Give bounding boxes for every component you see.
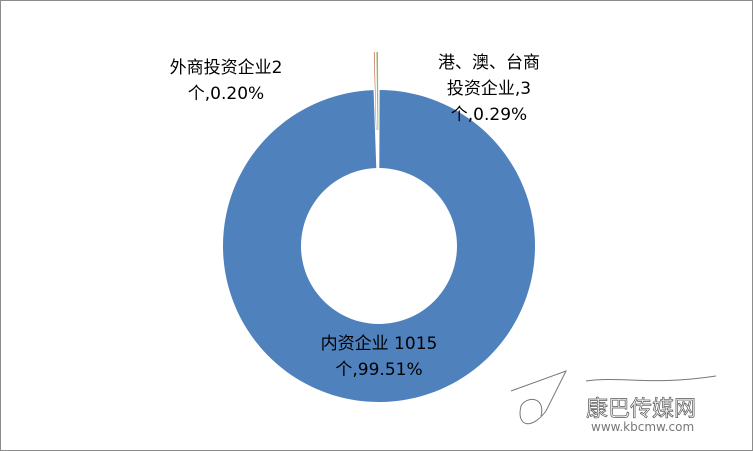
- slice-label-line: 港、澳、台商: [438, 53, 540, 73]
- slice-1: [373, 52, 377, 131]
- slice-label-line: 个,0.20%: [188, 84, 264, 104]
- slice-2: [376, 52, 379, 131]
- slice-label-line: 投资企业,3: [447, 79, 531, 99]
- watermark-logo: 康巴传媒网 www.kbcmw.com: [510, 370, 717, 434]
- slice-label-1: 外商投资企业2 个,0.20%: [170, 58, 283, 104]
- slice-label-line: 内资企业 1015: [321, 334, 438, 354]
- watermark-url: www.kbcmw.com: [591, 420, 694, 434]
- slice-label-line: 外商投资企业2: [170, 58, 283, 78]
- slice-label-line: 个,0.29%: [451, 105, 527, 125]
- watermark-name: 康巴传媒网: [586, 397, 696, 422]
- slice-label-2: 港、澳、台商投资企业,3 个,0.29%: [438, 53, 540, 125]
- slice-0: [222, 90, 535, 402]
- slice-label-0: 内资企业 1015 个,99.51%: [321, 334, 438, 380]
- slice-label-line: 个,99.51%: [335, 360, 422, 380]
